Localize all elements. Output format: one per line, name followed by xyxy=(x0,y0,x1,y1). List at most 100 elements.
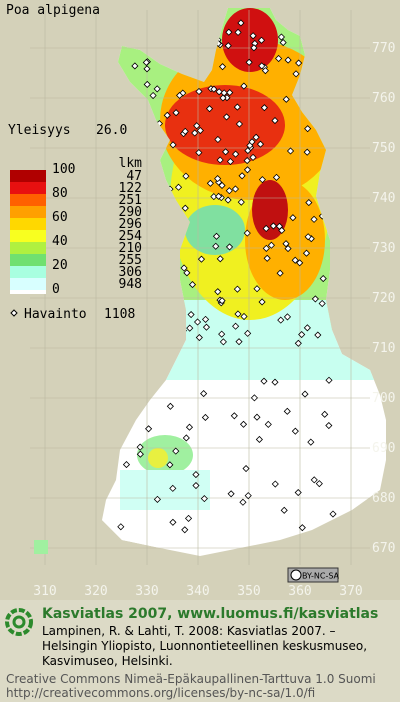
observation-marker xyxy=(279,39,287,47)
observation-marker xyxy=(195,87,203,96)
observation-marker xyxy=(212,232,221,240)
legend-level: 0 xyxy=(52,282,60,297)
observation-marker xyxy=(136,443,144,451)
observation-marker xyxy=(240,312,248,321)
frequency-value: 26.0 xyxy=(96,123,127,138)
observation-marker xyxy=(245,58,253,66)
observation-marker xyxy=(277,33,285,41)
observation-marker xyxy=(271,117,279,125)
observation-marker xyxy=(201,315,210,323)
observation-marker xyxy=(153,495,161,503)
observation-marker xyxy=(153,85,161,93)
footer-heading: Kasviatlas 2007, www.luomus.fi/kasviatla… xyxy=(42,606,378,622)
observation-marker xyxy=(224,42,232,50)
observation-marker xyxy=(180,264,188,272)
count-label: lkm xyxy=(119,156,143,171)
legend-count: 47 xyxy=(126,169,142,184)
observation-marker xyxy=(329,510,337,518)
observation-marker xyxy=(237,19,245,27)
legend-count: 290 xyxy=(119,205,142,220)
legend-count: 255 xyxy=(119,253,142,268)
observation-marker xyxy=(280,506,288,514)
observation-marker xyxy=(272,173,281,181)
observation-marker xyxy=(264,420,272,428)
observation-marker xyxy=(284,56,292,64)
legend-count: 210 xyxy=(119,241,142,256)
observation-marker xyxy=(282,240,290,248)
observation-marker xyxy=(282,95,290,103)
observation-marker xyxy=(294,339,302,347)
legend-count: 296 xyxy=(119,217,142,232)
observation-marker xyxy=(196,126,204,135)
legend-count: 948 xyxy=(119,277,142,292)
region-green xyxy=(185,205,245,255)
observation-marker xyxy=(214,288,222,296)
observation-marker xyxy=(310,476,318,484)
observation-marker xyxy=(276,269,284,277)
observation-marker xyxy=(122,460,131,469)
license-badge-text: BY-NC-SA xyxy=(302,572,340,581)
observation-marker xyxy=(216,255,224,263)
observation-marker xyxy=(224,196,232,204)
observation-marker xyxy=(215,88,223,96)
y-label: 730 xyxy=(372,241,395,256)
observation-marker xyxy=(234,310,242,318)
observation-marker xyxy=(260,377,268,385)
observation-marker xyxy=(244,492,252,500)
legend-swatch xyxy=(10,194,46,206)
observation-marker xyxy=(258,298,266,306)
y-label: 760 xyxy=(372,91,395,106)
island xyxy=(34,540,48,554)
observation-marker xyxy=(184,514,193,522)
observation-marker xyxy=(262,244,270,252)
observation-marker xyxy=(143,80,151,89)
observation-marker xyxy=(192,481,200,490)
observation-marker xyxy=(283,407,291,415)
observation-marker xyxy=(318,299,326,308)
observation-marker xyxy=(226,89,234,97)
observation-marker xyxy=(226,157,235,166)
x-label: 310 xyxy=(33,584,56,599)
observation-marker xyxy=(325,421,333,430)
observation-marker xyxy=(271,480,279,488)
observation-label: Havainto xyxy=(24,307,87,322)
legend: 100 80 60 40 20 0 4712225129029625421025530694… xyxy=(10,162,142,297)
y-label: 740 xyxy=(372,191,395,206)
observation-marker xyxy=(292,70,300,78)
observation-marker xyxy=(181,127,189,135)
observation-marker xyxy=(216,156,224,164)
observation-marker xyxy=(166,461,174,469)
observation-marker xyxy=(166,402,174,410)
observation-marker xyxy=(239,498,247,506)
observation-marker xyxy=(319,275,327,283)
legend-level: 100 xyxy=(52,162,75,177)
observation-marker xyxy=(258,62,266,70)
legend-swatch xyxy=(10,290,46,294)
x-label: 330 xyxy=(135,584,158,599)
species-title: Poa alpigena xyxy=(6,3,100,18)
license-badge xyxy=(287,567,339,583)
observation-marker xyxy=(233,285,241,293)
observation-marker xyxy=(200,390,208,398)
legend-level: 80 xyxy=(52,186,68,201)
observation-marker xyxy=(253,285,261,293)
observation-marker xyxy=(174,183,183,191)
observation-marker xyxy=(275,222,284,230)
observation-marker xyxy=(295,59,303,67)
cc-icon xyxy=(290,569,302,581)
observation-marker xyxy=(294,488,302,497)
observation-marker xyxy=(301,390,309,398)
observation-marker xyxy=(192,471,200,479)
observation-marker xyxy=(255,435,263,444)
observation-marker xyxy=(275,54,283,63)
x-label: 340 xyxy=(186,584,209,599)
observation-marker xyxy=(197,255,206,263)
observation-symbol xyxy=(10,309,18,317)
observation-marker xyxy=(218,297,226,305)
observation-marker xyxy=(232,322,240,330)
observation-marker xyxy=(215,192,223,200)
observation-marker xyxy=(284,245,292,253)
observation-marker xyxy=(253,413,261,421)
observation-marker xyxy=(218,63,227,71)
observation-marker xyxy=(291,256,299,264)
